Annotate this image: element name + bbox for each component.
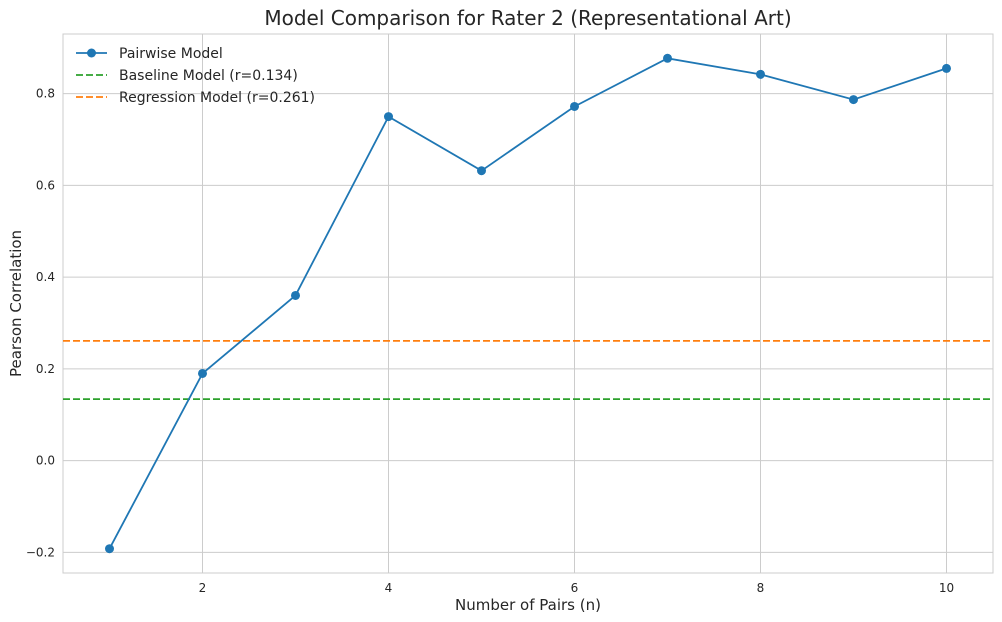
legend-label: Pairwise Model [119, 46, 223, 62]
x-axis-label: Number of Pairs (n) [455, 596, 601, 614]
data-point [477, 166, 486, 176]
x-tick-label: 2 [199, 581, 207, 595]
data-point [942, 63, 951, 73]
legend: Pairwise Model Baseline Model (r=0.134) Re… [76, 46, 315, 106]
data-point [663, 53, 672, 63]
plot-frame [62, 33, 994, 574]
legend-item: Pairwise Model [76, 46, 223, 62]
legend-label: Baseline Model (r=0.134) [119, 68, 298, 84]
x-tick-label: 6 [571, 581, 579, 595]
y-tick-label: 0.2 [36, 362, 55, 376]
x-tick-label: 4 [385, 581, 393, 595]
legend-label: Regression Model (r=0.261) [119, 90, 315, 106]
data-point [756, 69, 765, 79]
series [105, 53, 951, 554]
y-axis-label: Pearson Correlation [7, 230, 25, 377]
y-tick-label: −0.2 [26, 545, 55, 559]
reference-lines [63, 339, 993, 401]
chart-title: Model Comparison for Rater 2 (Representa… [264, 6, 791, 30]
y-tick-label: 0.0 [36, 454, 55, 468]
data-point [291, 290, 300, 300]
data-point [384, 112, 393, 122]
y-tick-label: 0.8 [36, 87, 55, 101]
x-tick-label: 10 [939, 581, 954, 595]
y-tick-labels: −0.2 0.0 0.2 0.4 0.6 0.8 [26, 87, 55, 560]
data-point [849, 95, 858, 105]
legend-item: Regression Model (r=0.261) [76, 90, 315, 106]
data-point [198, 368, 207, 378]
legend-item: Baseline Model (r=0.134) [76, 68, 298, 84]
legend-marker [87, 48, 96, 58]
series-line [108, 57, 947, 550]
plot-area [63, 34, 993, 573]
data-point [105, 544, 114, 554]
grid [63, 34, 993, 573]
x-tick-label: 8 [757, 581, 765, 595]
x-tick-labels: 2 4 6 8 10 [199, 581, 954, 595]
y-tick-label: 0.6 [36, 178, 55, 192]
y-tick-label: 0.4 [36, 270, 55, 284]
data-point [570, 101, 579, 111]
